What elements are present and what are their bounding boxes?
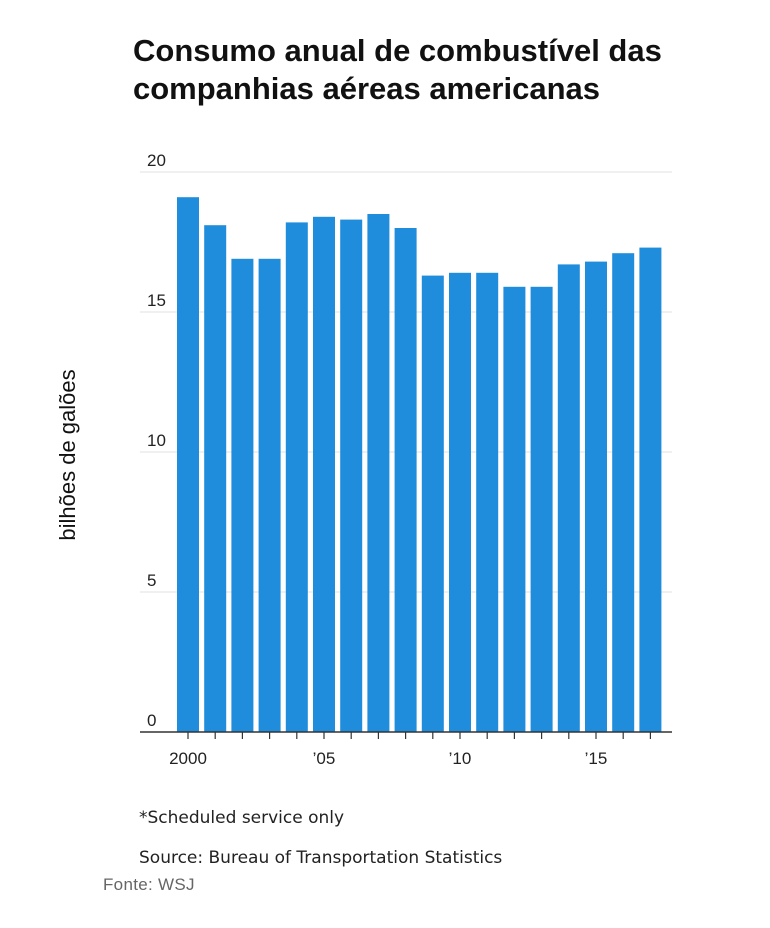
bar-2003 [258, 258, 281, 732]
bar-2012 [503, 286, 526, 732]
bar-2008 [394, 228, 417, 732]
chart-note: *Scheduled service only [139, 808, 345, 828]
bar-2016 [612, 253, 635, 732]
bar-2017 [639, 247, 662, 732]
y-tick-label: 15 [147, 291, 166, 310]
chart-source: Source: Bureau of Transportation Statist… [139, 848, 503, 868]
bar-2010 [449, 272, 471, 732]
y-tick-label: 10 [147, 431, 166, 450]
bar-2002 [231, 258, 254, 732]
bar-2001 [204, 225, 227, 732]
bar-2011 [476, 272, 499, 732]
bar-2014 [557, 264, 580, 732]
x-tick-label: ’10 [449, 749, 472, 768]
bar-2006 [340, 219, 363, 733]
credit-line: Fonte: WSJ [103, 875, 195, 894]
bar-2013 [530, 286, 553, 732]
y-tick-label: 20 [147, 151, 166, 170]
bar-2007 [367, 214, 390, 732]
y-tick-label: 5 [147, 571, 156, 590]
chart-title: Consumo anual de combustível das companh… [133, 33, 662, 106]
x-ticks: 2000 ’05 ’10 ’15 [169, 732, 652, 768]
x-tick-label: 2000 [169, 749, 207, 768]
bar-2009 [421, 275, 444, 732]
bar-2015 [585, 261, 607, 732]
bars [177, 197, 662, 733]
bar-2000 [177, 197, 199, 732]
y-tick-labels: 0 5 10 15 20 [147, 151, 166, 730]
y-tick-label: 0 [147, 711, 156, 730]
bar-2004 [285, 222, 308, 732]
x-tick-label: ’05 [313, 749, 336, 768]
bar-2005 [313, 216, 335, 733]
x-tick-label: ’15 [585, 749, 608, 768]
